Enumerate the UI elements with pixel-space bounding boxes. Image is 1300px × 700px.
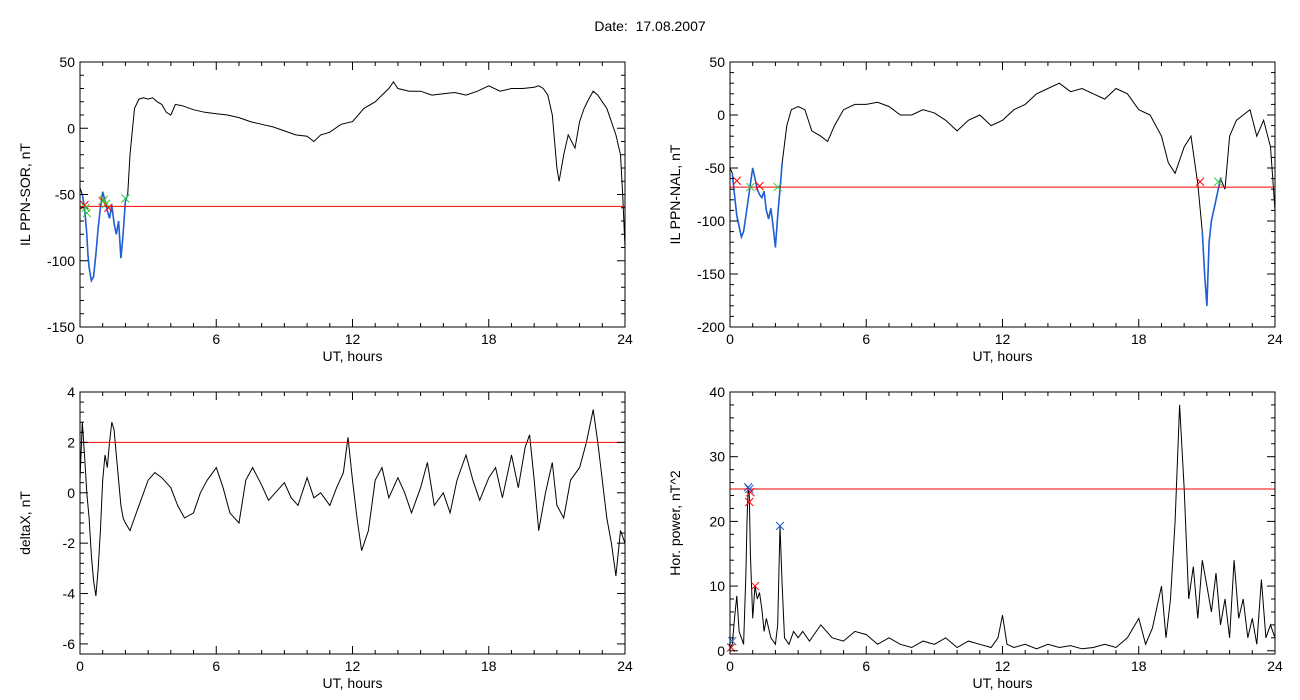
event-marker-hor-power-5 <box>744 497 754 507</box>
chart-panel-ppn-sor: 0 6 12 18 24 -150 -100 -50 0 50 UT, hours IL PPN-SO… <box>17 54 633 364</box>
date-value: 17.08.2007 <box>635 18 706 34</box>
chart-panel-hor-power: 0 6 12 18 24 0 10 20 30 40 UT, hours Hor. power, nT… <box>667 384 1283 691</box>
y-tick-label-ppn-sor: -50 <box>55 187 75 203</box>
date-title: Date: 17.08.2007 <box>0 18 1300 34</box>
y-tick-label-ppn-sor: 50 <box>59 54 75 70</box>
plot-frame-deltax <box>79 391 626 655</box>
plot-frame-ppn-nal <box>729 61 1276 328</box>
y-axis-label-ppn-nal: IL PPN-NAL, nT <box>667 144 683 244</box>
event-marker-hor-power-6 <box>750 581 760 591</box>
x-tick-label-deltax: 12 <box>345 658 361 674</box>
event-marker-ppn-sor-1 <box>81 203 91 213</box>
series-line-deltax <box>80 409 625 597</box>
y-tick-label-deltax: 0 <box>67 485 75 501</box>
highlight-segment-ppn-nal-0 <box>731 162 783 248</box>
x-tick-label-hor-power: 24 <box>1267 658 1283 674</box>
y-tick-label-deltax: -4 <box>63 586 76 602</box>
event-marker-ppn-sor-5 <box>101 199 111 209</box>
x-tick-label-hor-power: 0 <box>726 658 734 674</box>
event-marker-hor-power-3 <box>744 484 754 494</box>
y-tick-label-deltax: 2 <box>67 434 75 450</box>
x-tick-label-deltax: 18 <box>481 658 497 674</box>
y-tick-label-deltax: -2 <box>63 535 76 551</box>
y-tick-label-deltax: -6 <box>63 636 76 652</box>
x-tick-label-hor-power: 6 <box>862 658 870 674</box>
highlight-segment-ppn-sor-0 <box>81 191 129 283</box>
x-tick-label-hor-power: 12 <box>995 658 1011 674</box>
y-axis-label-deltax: deltaX, nT <box>17 491 33 555</box>
x-tick-label-ppn-nal: 24 <box>1267 331 1283 347</box>
x-tick-label-ppn-nal: 12 <box>995 331 1011 347</box>
y-tick-label-hor-power: 40 <box>709 384 725 400</box>
y-tick-label-ppn-sor: -100 <box>47 253 75 269</box>
chart-panel-ppn-nal: 0 6 12 18 24 -200 -150 -100 -50 0 50 UT, hours IL PP… <box>667 54 1283 364</box>
event-marker-ppn-sor-4 <box>99 195 109 205</box>
event-marker-hor-power-4 <box>746 487 755 497</box>
x-tick-label-ppn-nal: 6 <box>862 331 870 347</box>
y-tick-label-ppn-nal: 0 <box>717 107 725 123</box>
plot-frame-hor-power <box>729 391 1276 655</box>
x-axis-label-ppn-nal: UT, hours <box>973 348 1033 364</box>
y-tick-label-deltax: 4 <box>67 384 75 400</box>
x-axis-label-ppn-sor: UT, hours <box>323 348 383 364</box>
event-marker-ppn-nal-5 <box>1213 177 1223 187</box>
y-tick-label-ppn-sor: 0 <box>67 120 75 136</box>
event-marker-ppn-nal-0 <box>732 176 742 186</box>
x-axis-label-hor-power: UT, hours <box>973 675 1033 691</box>
plot-frame-ppn-sor <box>79 61 626 328</box>
y-axis-label-hor-power: Hor. power, nT^2 <box>667 470 683 576</box>
series-line-hor-power <box>730 404 1275 650</box>
y-tick-label-ppn-nal: -200 <box>697 319 725 335</box>
y-tick-label-hor-power: 30 <box>709 449 725 465</box>
x-tick-label-hor-power: 18 <box>1131 658 1147 674</box>
event-marker-ppn-nal-3 <box>773 182 783 192</box>
series-line-ppn-nal <box>730 82 1275 306</box>
x-axis-label-deltax: UT, hours <box>323 675 383 691</box>
event-marker-hor-power-2 <box>743 482 753 492</box>
y-tick-label-ppn-nal: 50 <box>709 54 725 70</box>
x-tick-label-deltax: 24 <box>617 658 633 674</box>
event-marker-ppn-sor-7 <box>121 194 130 203</box>
series-line-ppn-sor <box>80 81 625 283</box>
y-tick-label-ppn-nal: -100 <box>697 213 725 229</box>
event-marker-hor-power-7 <box>775 521 785 531</box>
y-axis-label-ppn-sor: IL PPN-SOR, nT <box>17 143 33 246</box>
highlight-segment-ppn-nal-1 <box>1201 178 1222 306</box>
y-tick-label-ppn-nal: -50 <box>705 160 725 176</box>
x-tick-label-ppn-nal: 0 <box>726 331 734 347</box>
x-tick-label-deltax: 6 <box>212 658 220 674</box>
event-marker-ppn-sor-2 <box>82 208 92 218</box>
x-tick-label-ppn-sor: 0 <box>76 331 84 347</box>
x-tick-label-ppn-sor: 12 <box>345 331 361 347</box>
x-tick-label-ppn-nal: 18 <box>1131 331 1147 347</box>
y-tick-label-hor-power: 0 <box>717 643 725 659</box>
event-marker-ppn-nal-1 <box>746 182 755 192</box>
event-marker-ppn-nal-2 <box>755 181 764 191</box>
x-tick-label-ppn-sor: 18 <box>481 331 497 347</box>
x-tick-label-ppn-sor: 24 <box>617 331 633 347</box>
y-tick-label-ppn-sor: -150 <box>47 319 75 335</box>
date-label: Date: <box>594 18 628 34</box>
y-tick-label-ppn-nal: -150 <box>697 266 725 282</box>
event-marker-ppn-nal-4 <box>1195 177 1205 187</box>
x-tick-label-deltax: 0 <box>76 658 84 674</box>
event-marker-ppn-sor-6 <box>104 203 113 213</box>
x-tick-label-ppn-sor: 6 <box>212 331 220 347</box>
y-tick-label-hor-power: 10 <box>709 578 725 594</box>
y-tick-label-hor-power: 20 <box>709 513 725 529</box>
